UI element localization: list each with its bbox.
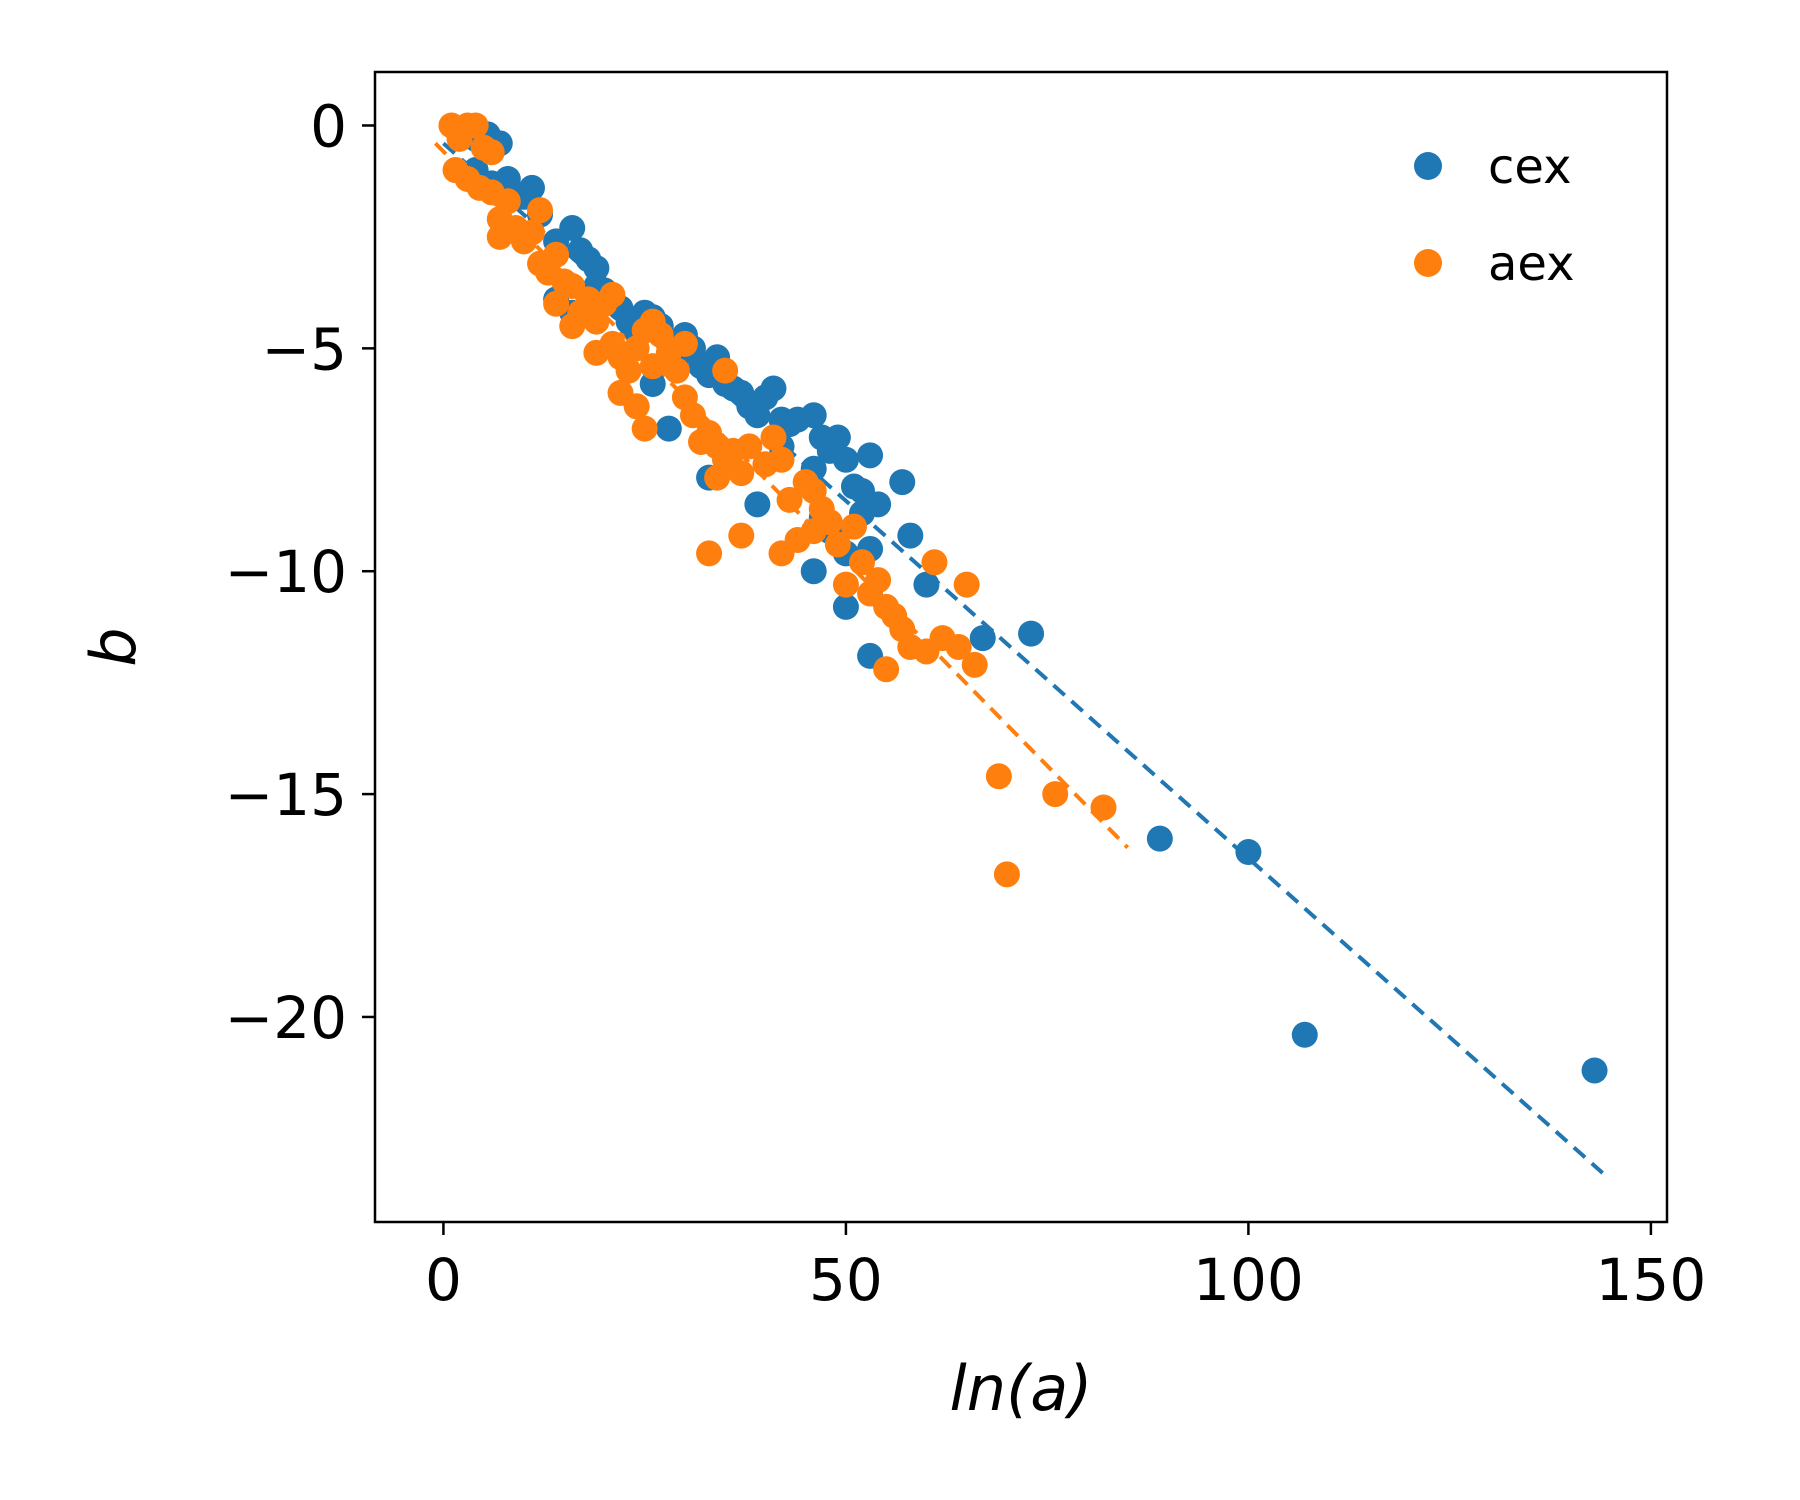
y-tick-label: −5	[262, 315, 348, 383]
data-point-aex	[961, 651, 988, 678]
plot-frame	[373, 70, 1669, 1224]
data-point-aex	[849, 549, 876, 576]
data-point-aex	[953, 571, 980, 598]
legend-marker-aex	[1414, 249, 1442, 277]
data-point-cex	[889, 469, 916, 496]
data-point-aex	[671, 330, 698, 357]
data-point-aex	[623, 393, 650, 420]
data-point-cex	[897, 522, 924, 549]
data-points	[438, 112, 1608, 1084]
data-point-aex	[486, 223, 513, 250]
data-point-cex	[1018, 620, 1045, 647]
y-axis: 0 −5 −10 −15 −20	[225, 92, 375, 1052]
data-point-cex	[744, 491, 771, 518]
data-point-cex	[832, 593, 859, 620]
data-point-aex	[478, 139, 505, 166]
data-point-aex	[518, 219, 545, 246]
data-point-aex	[873, 656, 900, 683]
legend-marker-cex	[1414, 152, 1442, 180]
data-point-aex	[543, 290, 570, 317]
data-point-aex	[865, 567, 892, 594]
data-point-aex	[527, 197, 554, 224]
data-point-aex	[985, 763, 1012, 790]
data-point-aex	[768, 446, 795, 473]
data-point-cex	[760, 375, 787, 402]
data-point-cex	[857, 442, 884, 469]
data-point-cex	[1146, 825, 1173, 852]
data-point-aex	[832, 571, 859, 598]
data-point-aex	[824, 531, 851, 558]
x-tick-label: 100	[1193, 1246, 1304, 1314]
y-tick-label: 0	[310, 92, 347, 160]
x-axis-title: ln(a)	[950, 1352, 1093, 1425]
data-point-aex	[736, 433, 763, 460]
data-point-aex	[760, 424, 787, 451]
x-tick-label: 150	[1596, 1246, 1707, 1314]
data-point-cex	[800, 402, 827, 429]
data-point-cex	[559, 215, 586, 242]
data-point-aex	[559, 313, 586, 340]
y-tick-label: −20	[225, 984, 347, 1052]
legend-label-cex: cex	[1488, 139, 1571, 195]
data-point-cex	[1291, 1021, 1318, 1048]
data-point-aex	[800, 518, 827, 545]
data-point-aex	[776, 486, 803, 513]
data-point-aex	[599, 281, 626, 308]
y-tick-label: −10	[225, 538, 347, 606]
data-point-cex	[655, 415, 682, 442]
data-point-cex	[824, 424, 851, 451]
data-point-aex	[712, 357, 739, 384]
x-tick-label: 50	[809, 1246, 883, 1314]
data-point-cex	[583, 255, 610, 282]
data-point-aex	[1090, 794, 1117, 821]
data-point-aex	[494, 188, 521, 215]
data-point-cex	[832, 446, 859, 473]
data-point-aex	[945, 634, 972, 660]
data-point-cex	[639, 371, 666, 398]
data-point-aex	[704, 464, 731, 491]
data-point-aex	[631, 415, 658, 442]
data-point-cex	[518, 174, 545, 201]
data-point-aex	[543, 241, 570, 268]
data-point-aex	[1042, 781, 1069, 808]
data-point-aex	[921, 549, 948, 576]
fit-line-cex	[442, 141, 1604, 1175]
x-tick-label: 0	[425, 1246, 462, 1314]
y-tick-label: −15	[225, 761, 347, 829]
data-point-aex	[462, 112, 489, 139]
data-point-aex	[728, 522, 755, 549]
data-point-cex	[913, 571, 940, 598]
data-point-aex	[696, 540, 723, 567]
data-point-aex	[639, 353, 666, 380]
data-point-aex	[993, 861, 1020, 888]
data-point-aex	[679, 402, 706, 429]
x-axis: 0 50 100 150	[425, 1222, 1706, 1314]
data-point-aex	[615, 357, 642, 384]
data-point-aex	[728, 460, 755, 487]
data-point-cex	[969, 625, 996, 652]
data-point-aex	[663, 357, 690, 384]
data-point-cex	[1235, 839, 1262, 866]
data-point-cex	[1581, 1057, 1608, 1084]
data-point-aex	[840, 513, 867, 540]
legend: cex aex	[1414, 139, 1575, 292]
legend-label-aex: aex	[1488, 236, 1575, 292]
y-axis-title: b	[77, 627, 150, 666]
data-point-cex	[800, 558, 827, 585]
